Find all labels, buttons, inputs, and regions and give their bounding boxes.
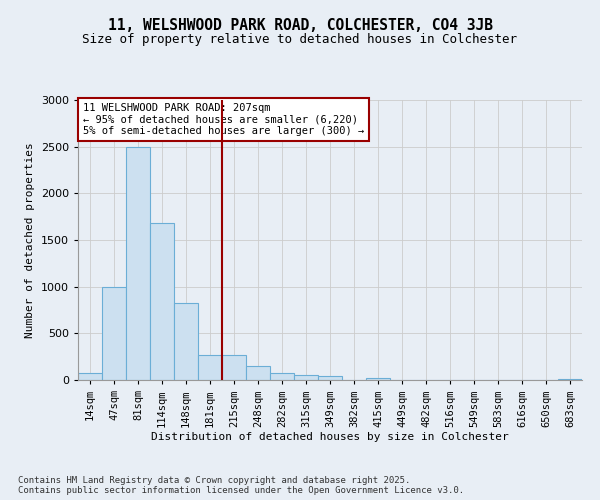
Bar <box>126 146 150 380</box>
Bar <box>246 366 270 380</box>
Bar <box>222 355 246 380</box>
Bar <box>318 376 342 380</box>
Text: 11, WELSHWOOD PARK ROAD, COLCHESTER, CO4 3JB: 11, WELSHWOOD PARK ROAD, COLCHESTER, CO4… <box>107 18 493 32</box>
Bar <box>78 372 102 380</box>
Y-axis label: Number of detached properties: Number of detached properties <box>25 142 35 338</box>
Bar <box>102 286 126 380</box>
Bar <box>174 304 198 380</box>
Text: Size of property relative to detached houses in Colchester: Size of property relative to detached ho… <box>83 32 517 46</box>
Bar <box>270 372 294 380</box>
Bar <box>198 355 222 380</box>
X-axis label: Distribution of detached houses by size in Colchester: Distribution of detached houses by size … <box>151 432 509 442</box>
Bar <box>366 378 390 380</box>
Text: 11 WELSHWOOD PARK ROAD: 207sqm
← 95% of detached houses are smaller (6,220)
5% o: 11 WELSHWOOD PARK ROAD: 207sqm ← 95% of … <box>83 103 364 136</box>
Bar <box>294 375 318 380</box>
Text: Contains HM Land Registry data © Crown copyright and database right 2025.
Contai: Contains HM Land Registry data © Crown c… <box>18 476 464 495</box>
Bar <box>150 223 174 380</box>
